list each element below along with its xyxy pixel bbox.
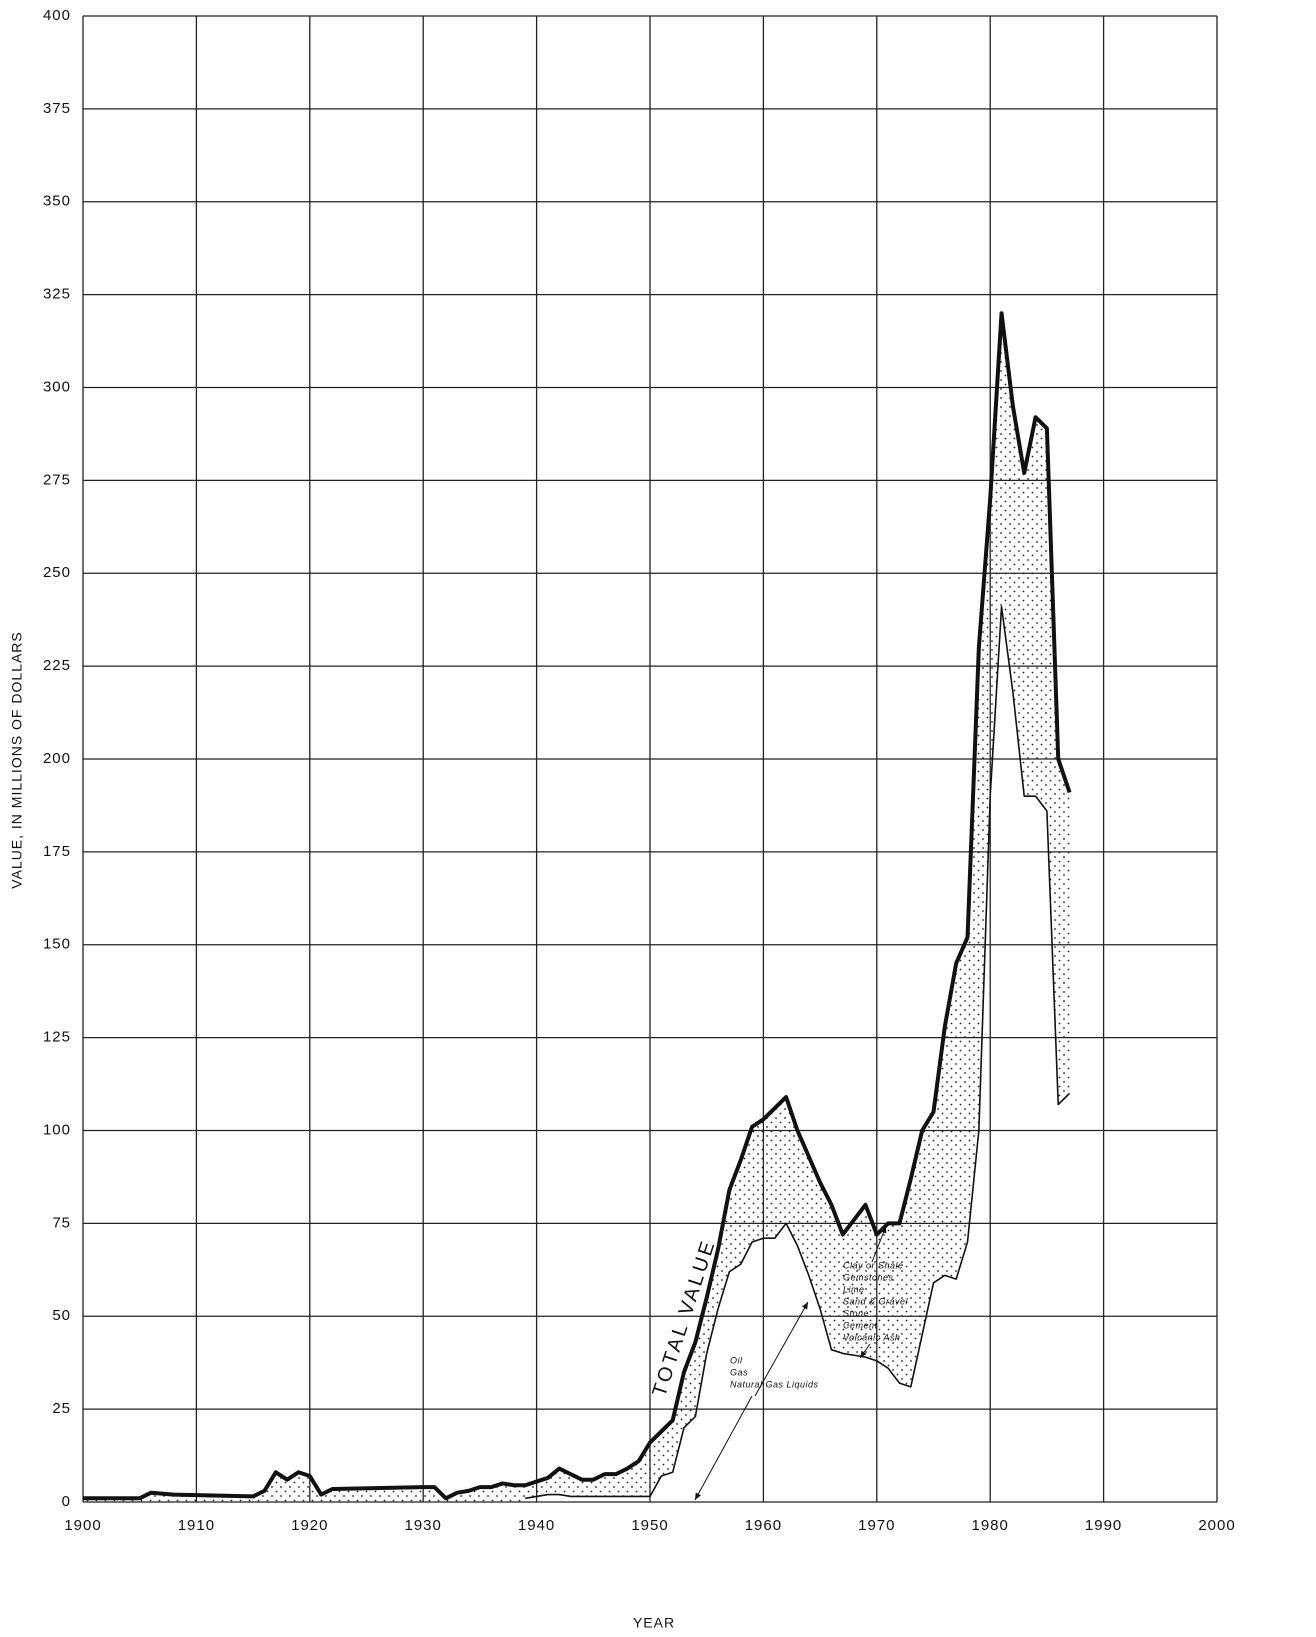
annotation: Sand & Gravel xyxy=(843,1296,909,1306)
x-tick-label: 1970 xyxy=(858,1517,895,1534)
y-tick-label: 50 xyxy=(52,1307,71,1324)
x-tick-label: 1920 xyxy=(291,1517,328,1534)
y-axis-label: VALUE, IN MILLIONS OF DOLLARS xyxy=(9,631,25,888)
plot xyxy=(83,311,1072,1503)
stipple-band xyxy=(83,313,1070,1503)
x-tick-label: 1990 xyxy=(1085,1517,1122,1534)
y-tick-label: 300 xyxy=(43,378,71,395)
series-line xyxy=(83,311,1072,1501)
x-tick-label: 1960 xyxy=(745,1517,782,1534)
arrow xyxy=(859,1343,871,1359)
annotation: Natural Gas Liquids xyxy=(730,1379,819,1389)
arrow xyxy=(754,1301,809,1397)
x-tick-label: 1950 xyxy=(631,1517,668,1534)
x-tick-label: 1910 xyxy=(178,1517,215,1534)
annotation-arrows xyxy=(694,1225,887,1501)
y-tick-label: 125 xyxy=(43,1029,71,1046)
annotation: Gas xyxy=(730,1367,748,1377)
y-tick-label: 200 xyxy=(43,750,71,767)
annotation: Volcanic Ash xyxy=(843,1332,900,1342)
y-tick-label: 100 xyxy=(43,1121,71,1138)
y-tick-label: 75 xyxy=(52,1214,71,1231)
annotation: Gemstones xyxy=(843,1272,894,1282)
annotation: Stone xyxy=(843,1308,869,1318)
annotation: Lime xyxy=(843,1284,865,1294)
y-tick-label: 275 xyxy=(43,471,71,488)
y-tick-label: 400 xyxy=(43,7,71,24)
x-tick-label: 1930 xyxy=(405,1517,442,1534)
x-tick-label: 1940 xyxy=(518,1517,555,1534)
y-tick-label: 150 xyxy=(43,936,71,953)
x-axis-label: YEAR xyxy=(633,1615,675,1631)
annotation: Oil xyxy=(730,1355,743,1365)
annotation: Clay or Shale xyxy=(843,1260,904,1270)
arrow xyxy=(694,1395,753,1501)
y-tick-label: 350 xyxy=(43,193,71,210)
y-tick-label: 375 xyxy=(43,100,71,117)
y-tick-label: 250 xyxy=(43,564,71,581)
arrow xyxy=(871,1225,887,1263)
y-tick-label: 225 xyxy=(43,657,71,674)
x-tick-label: 1900 xyxy=(64,1517,101,1534)
y-tick-label: 25 xyxy=(52,1400,71,1417)
grid xyxy=(82,15,1218,1503)
y-tick-label: 0 xyxy=(62,1493,71,1510)
x-tick-label: 1980 xyxy=(972,1517,1009,1534)
annotation: Cement xyxy=(843,1320,878,1330)
y-tick-label: 325 xyxy=(43,286,71,303)
x-tick-label: 2000 xyxy=(1198,1517,1235,1534)
y-tick-label: 175 xyxy=(43,843,71,860)
series-line xyxy=(525,605,1071,1500)
